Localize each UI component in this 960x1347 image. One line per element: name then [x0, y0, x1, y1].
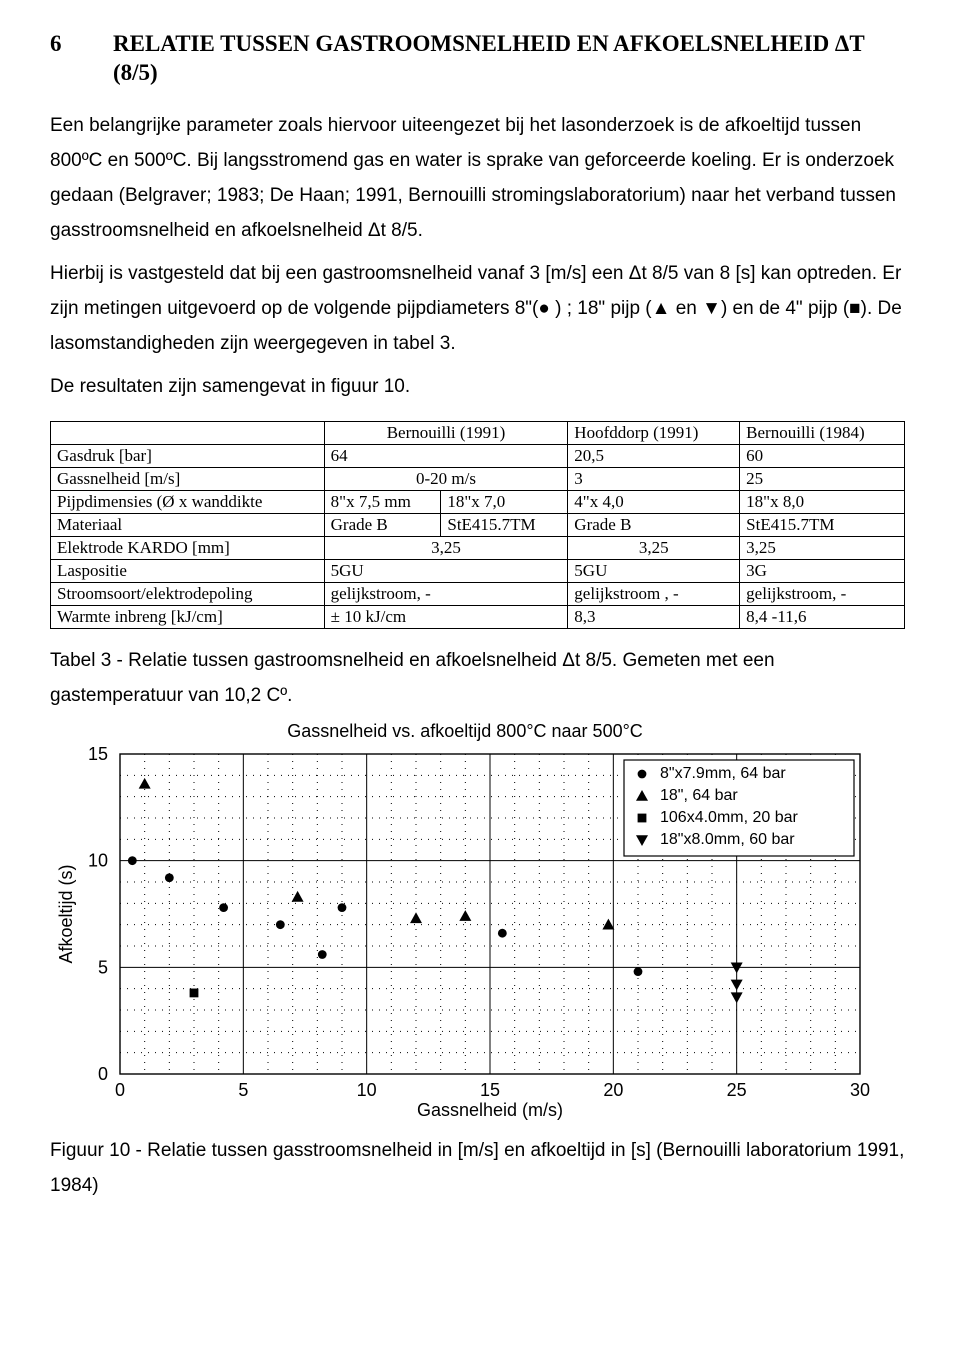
- row-elektrode-label: Elektrode KARDO [mm]: [51, 536, 325, 559]
- row-laspositie-b1984: 3G: [740, 559, 905, 582]
- svg-text:15: 15: [88, 744, 108, 764]
- svg-text:15: 15: [480, 1080, 500, 1100]
- svg-text:5: 5: [98, 957, 108, 977]
- svg-text:10: 10: [88, 851, 108, 871]
- row-pijp-hoofd: 4"x 4,0: [568, 490, 740, 513]
- row-materiaal-hoofd: Grade B: [568, 513, 740, 536]
- row-gassnelheid-b1991: 0-20 m/s: [324, 467, 568, 490]
- svg-text:25: 25: [727, 1080, 747, 1100]
- row-elektrode-b1991: 3,25: [324, 536, 568, 559]
- table-caption: Tabel 3 - Relatie tussen gastroomsnelhei…: [50, 643, 905, 713]
- row-pijp-b1991b: 18"x 7,0: [441, 490, 568, 513]
- row-warmte-hoofd: 8,3: [568, 605, 740, 628]
- row-materiaal-b1984: StE415.7TM: [740, 513, 905, 536]
- row-gasdruk-b1984: 60: [740, 444, 905, 467]
- row-laspositie-b1991: 5GU: [324, 559, 568, 582]
- row-elektrode-hoofd: 3,25: [568, 536, 740, 559]
- figure-caption: Figuur 10 - Relatie tussen gasstroomsnel…: [50, 1133, 905, 1203]
- row-materiaal-b1991b: StE415.7TM: [441, 513, 568, 536]
- row-laspositie-label: Laspositie: [51, 559, 325, 582]
- row-materiaal-label: Materiaal: [51, 513, 325, 536]
- row-pijp-label: Pijpdimensies (Ø x wanddikte: [51, 490, 325, 513]
- row-materiaal-b1991a: Grade B: [324, 513, 441, 536]
- svg-text:Afkoeltijd (s): Afkoeltijd (s): [56, 864, 76, 963]
- row-pijp-b1991a: 8"x 7,5 mm: [324, 490, 441, 513]
- row-laspositie-hoofd: 5GU: [568, 559, 740, 582]
- svg-text:0: 0: [98, 1064, 108, 1084]
- col-hoofddorp: Hoofddorp (1991): [568, 421, 740, 444]
- svg-text:30: 30: [850, 1080, 870, 1100]
- svg-text:10: 10: [357, 1080, 377, 1100]
- row-gasdruk-hoofd: 20,5: [568, 444, 740, 467]
- svg-text:106x4.0mm, 20 bar: 106x4.0mm, 20 bar: [660, 809, 799, 826]
- paragraph-2: Hierbij is vastgesteld dat bij een gastr…: [50, 256, 905, 361]
- parameters-table: Bernouilli (1991) Hoofddorp (1991) Berno…: [50, 421, 905, 629]
- row-gassnelheid-hoofd: 3: [568, 467, 740, 490]
- row-gassnelheid-b1984: 25: [740, 467, 905, 490]
- col-bernouilli-1991: Bernouilli (1991): [324, 421, 568, 444]
- svg-text:0: 0: [115, 1080, 125, 1100]
- row-pijp-b1984: 18"x 8,0: [740, 490, 905, 513]
- row-stroom-hoofd: gelijkstroom , -: [568, 582, 740, 605]
- row-warmte-b1991: ± 10 kJ/cm: [324, 605, 568, 628]
- svg-text:18", 64 bar: 18", 64 bar: [660, 787, 738, 804]
- section-title: RELATIE TUSSEN GASTROOMSNELHEID EN AFKOE…: [113, 30, 905, 88]
- paragraph-1: Een belangrijke parameter zoals hiervoor…: [50, 108, 905, 249]
- svg-text:8"x7.9mm, 64 bar: 8"x7.9mm, 64 bar: [660, 765, 786, 782]
- row-stroom-b1991: gelijkstroom, -: [324, 582, 568, 605]
- svg-text:5: 5: [238, 1080, 248, 1100]
- row-stroom-label: Stroomsoort/elektrodepoling: [51, 582, 325, 605]
- paragraph-3: De resultaten zijn samengevat in figuur …: [50, 369, 905, 404]
- row-gasdruk-b1991: 64: [324, 444, 568, 467]
- scatter-chart: 051015202530051015Gassnelheid (m/s)Afkoe…: [50, 744, 880, 1124]
- svg-text:18"x8.0mm, 60 bar: 18"x8.0mm, 60 bar: [660, 831, 795, 848]
- row-gasdruk-label: Gasdruk [bar]: [51, 444, 325, 467]
- row-warmte-label: Warmte inbreng [kJ/cm]: [51, 605, 325, 628]
- svg-text:Gassnelheid (m/s): Gassnelheid (m/s): [417, 1100, 563, 1120]
- svg-text:20: 20: [603, 1080, 623, 1100]
- chart-title: Gassnelheid vs. afkoeltijd 800°C naar 50…: [50, 721, 880, 742]
- section-number: 6: [50, 30, 68, 58]
- row-elektrode-b1984: 3,25: [740, 536, 905, 559]
- row-stroom-b1984: gelijkstroom, -: [740, 582, 905, 605]
- row-gassnelheid-label: Gassnelheid [m/s]: [51, 467, 325, 490]
- col-bernouilli-1984: Bernouilli (1984): [740, 421, 905, 444]
- row-warmte-b1984: 8,4 -11,6: [740, 605, 905, 628]
